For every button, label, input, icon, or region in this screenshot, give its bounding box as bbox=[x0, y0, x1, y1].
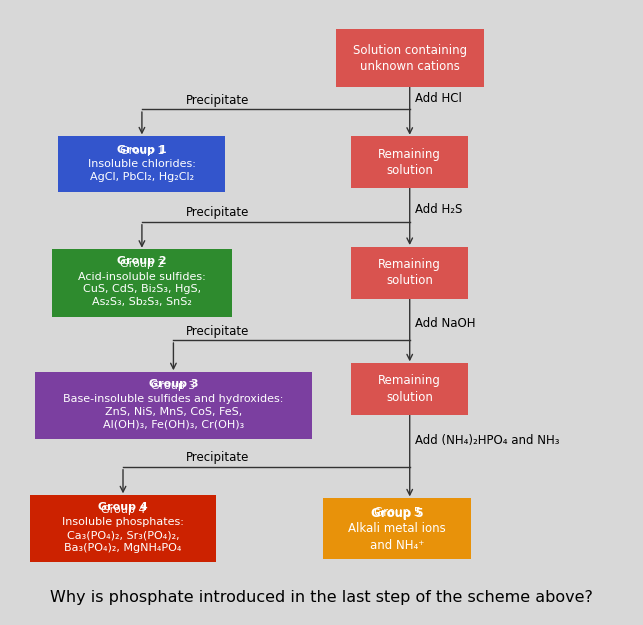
Text: Solution containing
unknown cations: Solution containing unknown cations bbox=[352, 44, 467, 73]
Text: Group 3: Group 3 bbox=[149, 379, 198, 389]
FancyBboxPatch shape bbox=[52, 249, 231, 317]
FancyBboxPatch shape bbox=[323, 498, 471, 559]
FancyBboxPatch shape bbox=[352, 363, 468, 415]
FancyBboxPatch shape bbox=[352, 247, 468, 299]
Text: Precipitate: Precipitate bbox=[186, 324, 249, 338]
Text: Precipitate: Precipitate bbox=[186, 451, 249, 464]
Text: Group 2: Group 2 bbox=[117, 256, 167, 266]
FancyBboxPatch shape bbox=[336, 29, 484, 88]
FancyBboxPatch shape bbox=[59, 136, 226, 192]
FancyBboxPatch shape bbox=[35, 372, 312, 439]
Text: Group 4: Group 4 bbox=[98, 502, 148, 512]
Text: Precipitate: Precipitate bbox=[186, 94, 249, 107]
Text: Group 1: Group 1 bbox=[117, 144, 167, 154]
Text: Group 5: Group 5 bbox=[371, 507, 424, 519]
Text: Add HCl: Add HCl bbox=[415, 92, 462, 105]
Text: Add H₂S: Add H₂S bbox=[415, 204, 462, 216]
Text: Group 1
Insoluble chlorides:
AgCl, PbCl₂, Hg₂Cl₂: Group 1 Insoluble chlorides: AgCl, PbCl₂… bbox=[88, 146, 196, 182]
Text: Remaining
solution: Remaining solution bbox=[378, 374, 441, 404]
Text: Remaining
solution: Remaining solution bbox=[378, 258, 441, 288]
Text: Group 3
Base-insoluble sulfides and hydroxides:
ZnS, NiS, MnS, CoS, FeS,
Al(OH)₃: Group 3 Base-insoluble sulfides and hydr… bbox=[63, 381, 284, 430]
Text: Precipitate: Precipitate bbox=[186, 206, 249, 219]
Text: Remaining
solution: Remaining solution bbox=[378, 148, 441, 178]
Text: Add NaOH: Add NaOH bbox=[415, 318, 475, 331]
FancyBboxPatch shape bbox=[30, 495, 216, 562]
Text: Group 5
Alkali metal ions
and NH₄⁺: Group 5 Alkali metal ions and NH₄⁺ bbox=[349, 506, 446, 552]
FancyBboxPatch shape bbox=[352, 136, 468, 189]
Text: Group 2
Acid-insoluble sulfides:
CuS, CdS, Bi₂S₃, HgS,
As₂S₃, Sb₂S₃, SnS₂: Group 2 Acid-insoluble sulfides: CuS, Cd… bbox=[78, 259, 206, 308]
Text: Group 4
Insoluble phosphates:
Ca₃(PO₄)₂, Sr₃(PO₄)₂,
Ba₃(PO₄)₂, MgNH₄PO₄: Group 4 Insoluble phosphates: Ca₃(PO₄)₂,… bbox=[62, 504, 184, 553]
Text: Add (NH₄)₂HPO₄ and NH₃: Add (NH₄)₂HPO₄ and NH₃ bbox=[415, 434, 559, 447]
Text: Why is phosphate introduced in the last step of the scheme above?: Why is phosphate introduced in the last … bbox=[50, 590, 593, 605]
